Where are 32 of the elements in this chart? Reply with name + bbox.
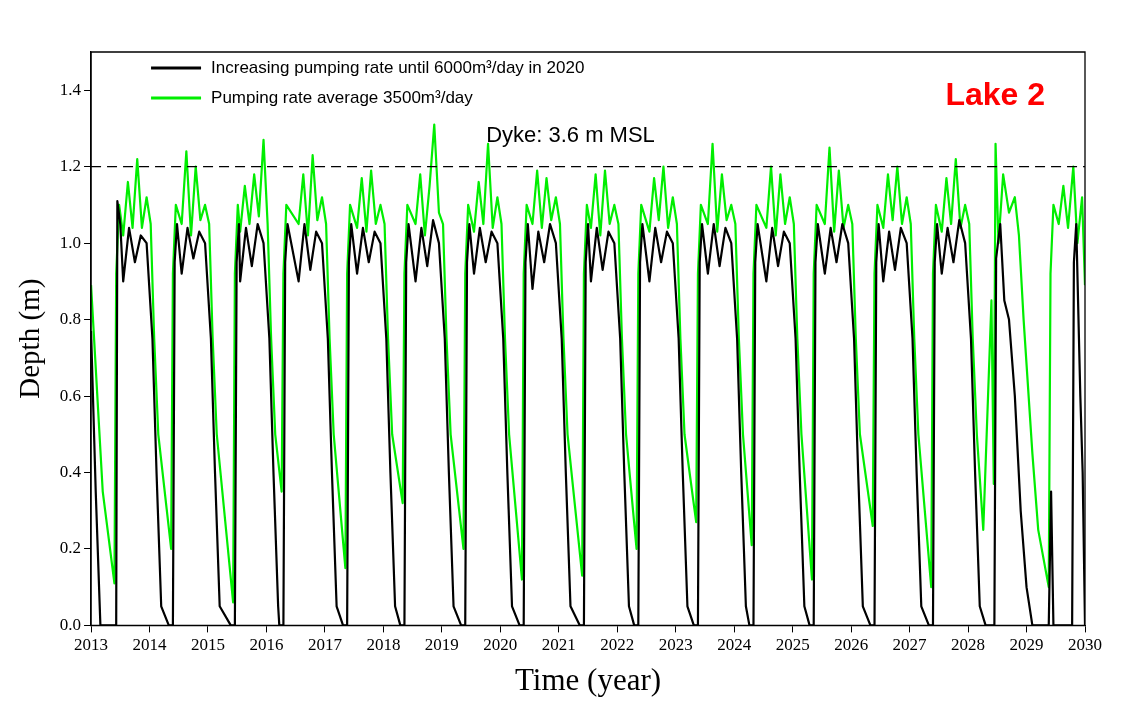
y-tick-label: 1.0 bbox=[59, 232, 82, 252]
legend-label: Pumping rate average 3500m³/day bbox=[211, 87, 474, 107]
y-tick-label: 1.2 bbox=[59, 156, 82, 176]
y-tick-label: 0.4 bbox=[59, 461, 82, 481]
x-tick-label: 2016 bbox=[249, 635, 284, 655]
x-tick-label: 2024 bbox=[717, 635, 752, 655]
x-tick-label: 2022 bbox=[600, 635, 635, 655]
legend-label: Increasing pumping rate until 6000m³/day in 2020 bbox=[211, 57, 585, 77]
x-tick-label: 2013 bbox=[74, 635, 109, 655]
y-tick-label: 0.8 bbox=[59, 309, 82, 329]
y-tick-label: 0.2 bbox=[59, 538, 82, 558]
x-axis-title: Time (year) bbox=[514, 661, 662, 697]
x-tick-label: 2014 bbox=[132, 635, 168, 655]
annotation: Dyke: 3.6 m MSL bbox=[486, 121, 655, 147]
x-tick-label: 2026 bbox=[834, 635, 869, 655]
x-tick-label: 2025 bbox=[775, 635, 810, 655]
x-tick-label: 2028 bbox=[951, 635, 986, 655]
y-axis-title: Depth (m) bbox=[13, 278, 47, 399]
y-tick-label: 0.6 bbox=[59, 385, 82, 405]
x-tick-label: 2030 bbox=[1068, 635, 1102, 655]
x-tick-label: 2019 bbox=[424, 635, 459, 655]
x-tick-label: 2020 bbox=[483, 635, 518, 655]
x-tick-label: 2015 bbox=[190, 635, 225, 655]
y-tick-label: 0.0 bbox=[59, 614, 82, 634]
x-tick-label: 2021 bbox=[541, 635, 576, 655]
x-tick-label: 2029 bbox=[1009, 635, 1044, 655]
x-tick-label: 2018 bbox=[366, 635, 401, 655]
annotation: Lake 2 bbox=[945, 75, 1045, 112]
x-tick-label: 2027 bbox=[892, 635, 928, 655]
x-tick-label: 2023 bbox=[658, 635, 693, 655]
x-tick-label: 2017 bbox=[307, 635, 343, 655]
y-tick-label: 1.4 bbox=[59, 79, 82, 99]
